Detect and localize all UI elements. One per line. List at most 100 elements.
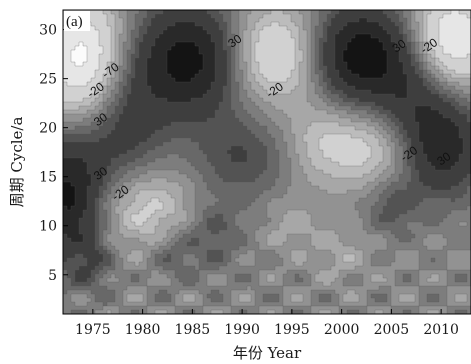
heatmap-cell: [383, 114, 388, 119]
heatmap-cell: [171, 134, 176, 139]
heatmap-cell: [439, 146, 444, 151]
heatmap-cell: [307, 174, 312, 179]
heatmap-cell: [331, 162, 336, 167]
heatmap-cell: [187, 94, 192, 99]
heatmap-cell: [143, 106, 148, 111]
heatmap-cell: [131, 154, 136, 159]
heatmap-cell: [155, 38, 160, 43]
heatmap-cell: [307, 198, 312, 203]
heatmap-cell: [323, 18, 328, 23]
heatmap-cell: [307, 70, 312, 75]
heatmap-cell: [215, 202, 220, 207]
heatmap-cell: [455, 90, 460, 95]
heatmap-cell: [411, 58, 416, 63]
heatmap-cell: [339, 38, 344, 43]
heatmap-cell: [155, 182, 160, 187]
heatmap-cell: [311, 138, 316, 143]
heatmap-cell: [451, 14, 456, 19]
heatmap-cell: [67, 62, 72, 67]
heatmap-cell: [203, 82, 208, 87]
heatmap-cell: [359, 134, 364, 139]
heatmap-cell: [363, 30, 368, 35]
heatmap-cell: [411, 62, 416, 67]
heatmap-cell: [355, 74, 360, 79]
heatmap-cell: [299, 110, 304, 115]
heatmap-cell: [119, 50, 124, 55]
heatmap-cell: [359, 114, 364, 119]
heatmap-cell: [183, 146, 188, 151]
heatmap-cell: [379, 106, 384, 111]
heatmap-cell: [399, 198, 404, 203]
heatmap-cell: [115, 82, 120, 87]
heatmap-cell: [275, 170, 280, 175]
heatmap-cell: [255, 174, 260, 179]
heatmap-cell: [135, 122, 140, 127]
heatmap-cell: [111, 86, 116, 91]
heatmap-cell: [315, 150, 320, 155]
heatmap-cell: [351, 186, 356, 191]
heatmap-cell: [375, 106, 380, 111]
heatmap-cell: [439, 198, 444, 203]
heatmap-cell: [307, 22, 312, 27]
heatmap-cell: [255, 114, 260, 119]
heatmap-cell: [435, 38, 440, 43]
heatmap-cell: [183, 166, 188, 171]
heatmap-cell: [155, 14, 160, 19]
heatmap-cell: [135, 162, 140, 167]
heatmap-cell: [151, 142, 156, 147]
heatmap-cell: [463, 154, 468, 159]
heatmap-cell: [327, 102, 332, 107]
heatmap-cell: [199, 106, 204, 111]
heatmap-cell: [455, 14, 460, 19]
heatmap-cell: [211, 14, 216, 19]
heatmap-cell: [467, 182, 471, 187]
heatmap-cell: [103, 142, 108, 147]
heatmap-cell: [375, 182, 380, 187]
heatmap-cell: [391, 46, 396, 51]
heatmap-cell: [351, 106, 356, 111]
heatmap-cell: [171, 178, 176, 183]
heatmap-cell: [423, 94, 428, 99]
heatmap-cell: [119, 14, 124, 19]
heatmap-cell: [319, 82, 324, 87]
heatmap-cell: [279, 142, 284, 147]
heatmap-cell: [79, 38, 84, 43]
heatmap-cell: [467, 198, 471, 203]
heatmap-cell: [431, 18, 436, 23]
heatmap-cell: [155, 10, 160, 15]
heatmap-cell: [251, 142, 256, 147]
heatmap-cell: [307, 114, 312, 119]
heatmap-cell: [351, 90, 356, 95]
heatmap-cell: [111, 122, 116, 127]
heatmap-cell: [131, 198, 136, 203]
heatmap-cell: [327, 150, 332, 155]
heatmap-cell: [391, 122, 396, 127]
heatmap-cell: [467, 94, 471, 99]
heatmap-cell: [235, 162, 240, 167]
heatmap-cell: [307, 106, 312, 111]
heatmap-cell: [87, 50, 92, 55]
heatmap-cell: [403, 146, 408, 151]
heatmap-cell: [311, 182, 316, 187]
heatmap-cell: [263, 150, 268, 155]
heatmap-cell: [115, 26, 120, 31]
heatmap-cell: [275, 42, 280, 47]
heatmap-cell: [91, 118, 96, 123]
heatmap-cell: [259, 34, 264, 39]
heatmap-cell: [363, 94, 368, 99]
heatmap-cell: [343, 162, 348, 167]
heatmap-cell: [63, 194, 68, 199]
heatmap-cell: [367, 182, 372, 187]
heatmap-cell: [87, 154, 92, 159]
heatmap-cell: [255, 162, 260, 167]
heatmap-cell: [367, 30, 372, 35]
heatmap-cell: [395, 34, 400, 39]
heatmap-cell: [79, 138, 84, 143]
heatmap-cell: [343, 66, 348, 71]
heatmap-cell: [279, 54, 284, 59]
heatmap-cell: [151, 62, 156, 67]
heatmap-cell: [87, 98, 92, 103]
heatmap-cell: [191, 70, 196, 75]
heatmap-cell: [399, 186, 404, 191]
heatmap-cell: [247, 146, 252, 151]
